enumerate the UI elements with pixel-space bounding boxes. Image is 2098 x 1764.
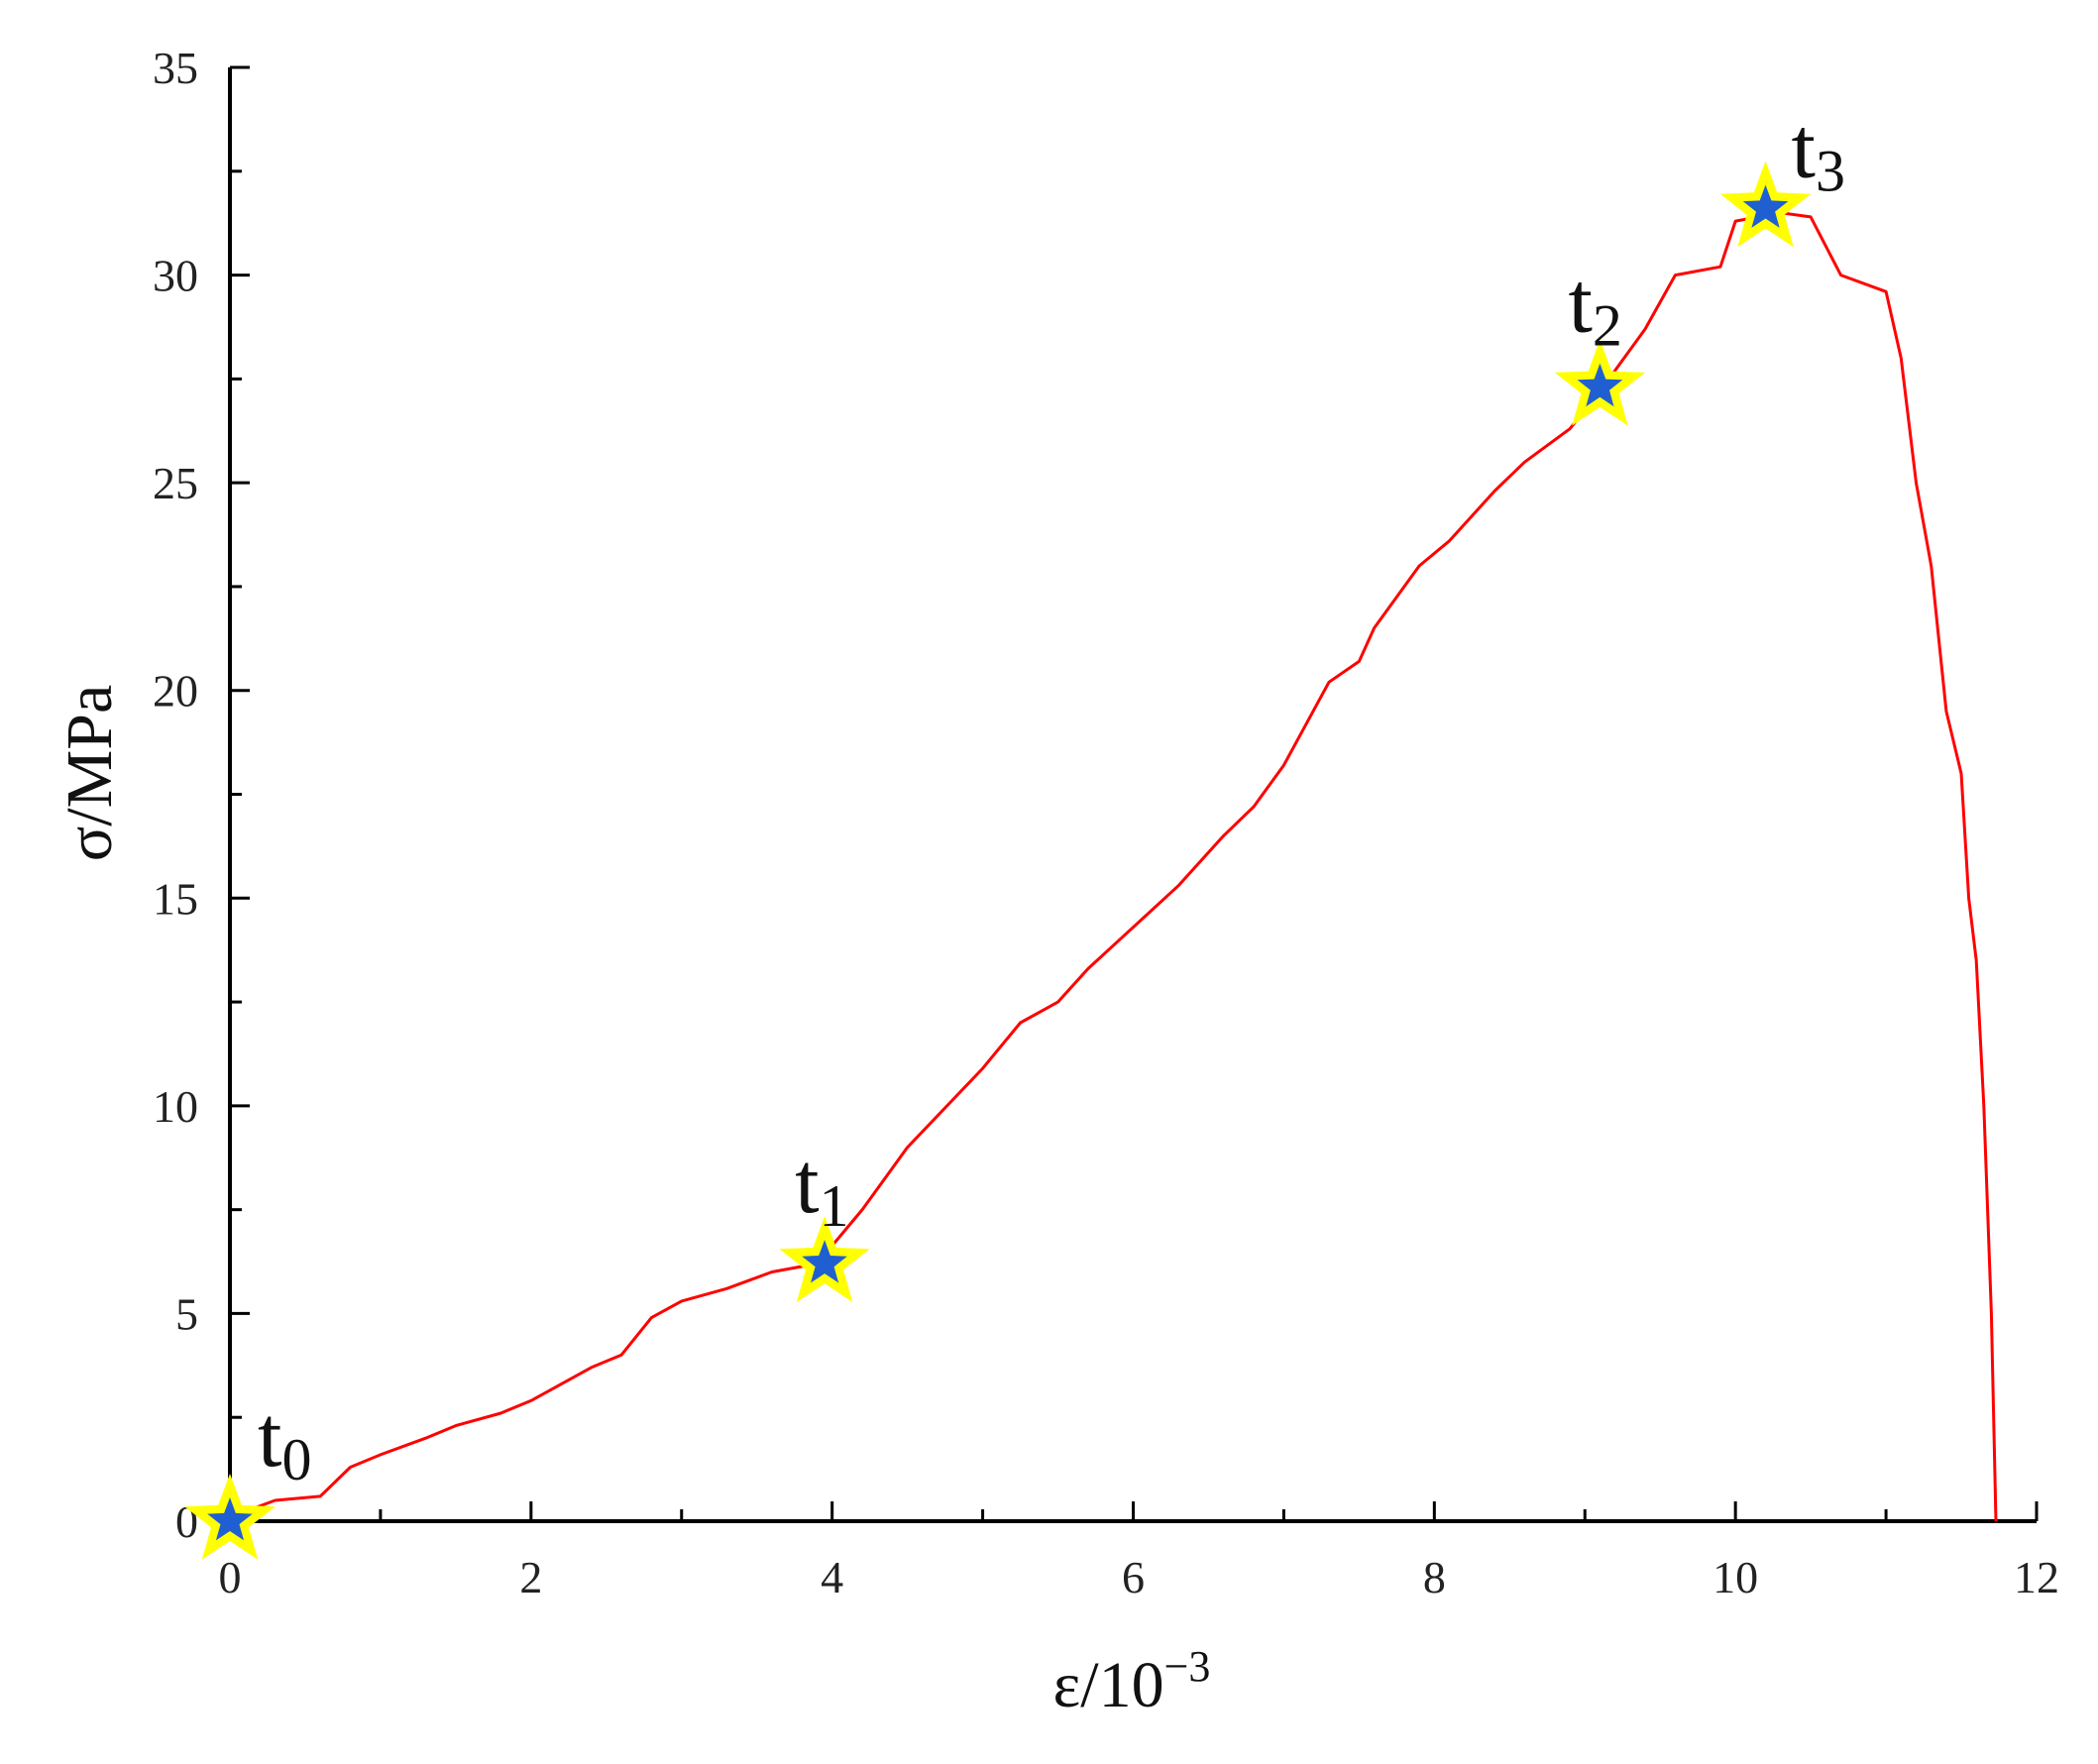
marker-label: t0 xyxy=(258,1389,311,1492)
marker-star-inner xyxy=(1742,184,1789,228)
marker-label-base: t xyxy=(1568,256,1592,352)
y-tick-label: 25 xyxy=(153,458,198,508)
marker-star-inner xyxy=(1577,363,1623,407)
y-tick-label: 15 xyxy=(153,873,198,924)
series-layer xyxy=(229,211,1998,1522)
x-axis-label-exponent: −3 xyxy=(1164,1642,1211,1691)
marker-label: t3 xyxy=(1792,101,1845,204)
x-tick-label: 8 xyxy=(1423,1552,1446,1602)
marker-label-subscript: 0 xyxy=(281,1427,311,1492)
x-tick-label: 6 xyxy=(1122,1552,1145,1602)
stress-strain-curve xyxy=(229,211,1998,1522)
marker-star-inner xyxy=(802,1240,847,1283)
y-tick-label: 0 xyxy=(175,1496,198,1547)
x-tick-label: 4 xyxy=(821,1552,843,1602)
labels-layer: σ/MPa ε/10−3 xyxy=(54,685,1210,1721)
marker-star-inner xyxy=(207,1497,253,1541)
marker-label-subscript: 2 xyxy=(1593,293,1622,359)
marker-label-base: t xyxy=(1792,101,1816,197)
marker-label-base: t xyxy=(258,1389,281,1486)
x-tick-label: 2 xyxy=(519,1552,542,1602)
x-tick-label: 10 xyxy=(1712,1552,1758,1602)
y-tick-label: 20 xyxy=(153,666,198,717)
y-tick-label: 5 xyxy=(175,1288,198,1339)
y-tick-label: 30 xyxy=(153,251,198,301)
y-axis-label: σ/MPa xyxy=(54,685,126,862)
marker-label-subscript: 1 xyxy=(820,1173,849,1239)
marker-label-subscript: 3 xyxy=(1816,139,1845,204)
x-tick-label: 0 xyxy=(219,1552,242,1602)
x-axis-label-base: ε/10 xyxy=(1053,1649,1164,1721)
x-axis-label: ε/10−3 xyxy=(1053,1642,1211,1721)
y-tick-label: 35 xyxy=(153,43,198,93)
marker-label-base: t xyxy=(795,1136,819,1232)
marker-label: t2 xyxy=(1568,256,1621,359)
marker-label: t1 xyxy=(795,1136,848,1239)
x-tick-label: 12 xyxy=(2014,1552,2059,1602)
y-tick-label: 10 xyxy=(153,1081,198,1132)
